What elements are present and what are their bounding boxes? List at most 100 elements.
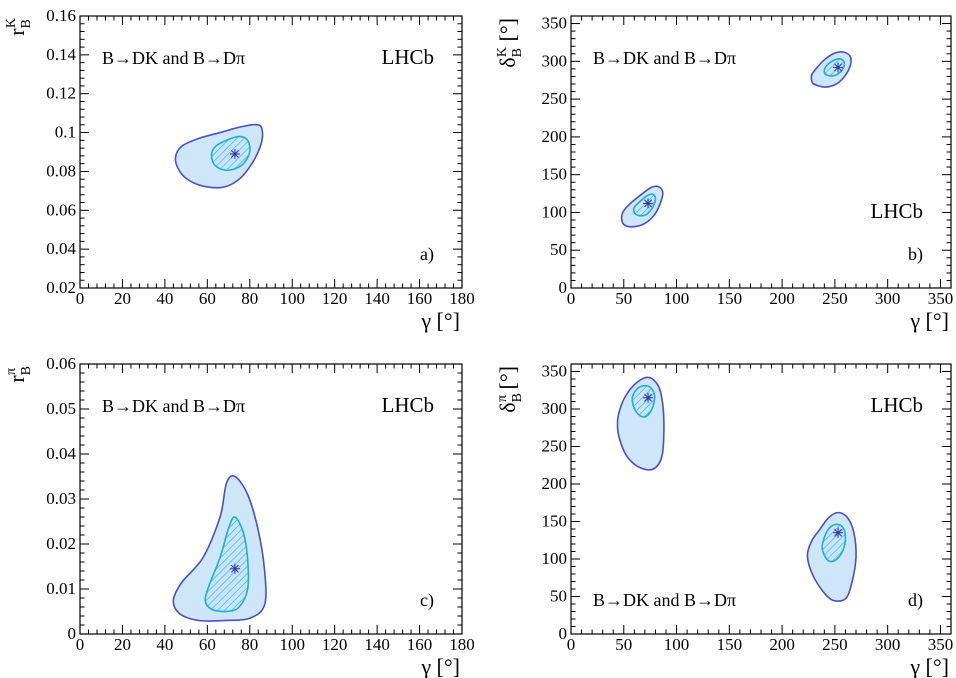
x-tick-label: 300 [875, 635, 901, 654]
x-tick-label: 180 [449, 635, 475, 654]
x-tick-label: 40 [156, 289, 173, 308]
y-tick-label: 350 [542, 14, 568, 33]
panel-c: 0 20 40 60 80 100 120 140 160 180 0 0.01 0.02 0.03 0.0… [4, 354, 475, 678]
y-tick-label: 150 [542, 512, 568, 531]
y-tick-label: 0.14 [46, 45, 76, 64]
x-tick-label: 120 [322, 289, 348, 308]
experiment-label: LHCb [382, 393, 435, 417]
x-tick-label: 120 [322, 635, 348, 654]
x-tick-label: 300 [875, 289, 901, 308]
x-axis-label: γ [°] [420, 308, 460, 333]
y-tick-label: 0.08 [46, 161, 76, 180]
y-tick-label: 0.02 [46, 278, 76, 297]
x-tick-label: 350 [928, 635, 954, 654]
y-tick-label: 0.06 [46, 200, 76, 219]
experiment-label: LHCb [382, 45, 435, 69]
x-tick-label: 140 [364, 289, 390, 308]
x-tick-label: 0 [567, 289, 576, 308]
x-axis-label: γ [°] [909, 308, 949, 333]
x-tick-label: 0 [76, 289, 85, 308]
x-axis-label: γ [°] [420, 654, 460, 678]
y-axis-label: rBπ [4, 366, 34, 383]
best-fit-marker [833, 62, 844, 73]
inner-contour [210, 135, 251, 172]
plot-frame [79, 15, 463, 289]
y-tick-label: 0.04 [46, 444, 76, 463]
ticks [79, 15, 463, 289]
x-tick-label: 200 [769, 289, 795, 308]
y-tick-label: 0.12 [46, 84, 76, 103]
y-tick-label: 0.05 [46, 399, 76, 418]
best-fit-marker [643, 392, 654, 403]
y-tick-label: 350 [542, 362, 568, 381]
best-fit-marker [643, 198, 654, 209]
y-tick-label: 300 [542, 51, 568, 70]
experiment-label: LHCb [871, 393, 924, 417]
y-tick-label: 0.04 [46, 239, 76, 258]
x-tick-label: 20 [114, 635, 131, 654]
x-tick-label: 60 [199, 289, 216, 308]
panel-b: 0 50 100 150 200 250 300 350 0 50 100 150 200 250 300 3… [495, 14, 953, 333]
x-tick-label: 100 [664, 635, 690, 654]
ticks [570, 16, 951, 289]
y-tick-label: 0 [559, 624, 568, 643]
y-tick-label: 0.03 [46, 489, 76, 508]
channel-annotation: B→DK and B→Dπ [593, 48, 736, 68]
x-tick-label: 160 [407, 289, 433, 308]
y-tick-label: 200 [542, 127, 568, 146]
x-tick-label: 250 [822, 635, 848, 654]
x-tick-label: 60 [199, 635, 216, 654]
y-tick-label: 0 [559, 278, 568, 297]
best-fit-marker [229, 563, 240, 574]
x-tick-label: 100 [279, 289, 305, 308]
x-tick-label: 0 [76, 635, 85, 654]
y-tick-label: 50 [550, 240, 567, 259]
y-tick-label: 150 [542, 165, 568, 184]
y-tick-label: 250 [542, 437, 568, 456]
y-tick-label: 250 [542, 89, 568, 108]
inner-contour [632, 193, 657, 217]
ticks [79, 363, 463, 635]
y-tick-label: 200 [542, 474, 568, 493]
x-tick-label: 150 [717, 289, 743, 308]
x-tick-label: 150 [717, 635, 743, 654]
x-tick-label: 40 [156, 635, 173, 654]
x-tick-label: 50 [615, 635, 632, 654]
panel-label: c) [420, 590, 434, 611]
channel-annotation: B→DK and B→Dπ [102, 48, 245, 68]
x-tick-label: 160 [407, 635, 433, 654]
x-tick-label: 20 [114, 289, 131, 308]
y-tick-label: 100 [542, 202, 568, 221]
experiment-label: LHCb [871, 199, 924, 223]
x-tick-label: 80 [241, 635, 258, 654]
channel-annotation: B→DK and B→Dπ [102, 396, 245, 416]
channel-annotation: B→DK and B→Dπ [593, 590, 736, 610]
y-tick-label: 100 [542, 549, 568, 568]
y-tick-label: 50 [550, 587, 567, 606]
x-tick-label: 200 [769, 635, 795, 654]
x-tick-label: 180 [449, 289, 475, 308]
best-fit-marker [833, 527, 844, 538]
y-axis-label: δBπ [°] [495, 366, 525, 413]
ticks [570, 364, 951, 635]
x-tick-label: 50 [615, 289, 632, 308]
inner-contour [204, 516, 250, 613]
panel-label: b) [908, 244, 923, 265]
x-tick-label: 100 [279, 635, 305, 654]
x-tick-label: 140 [364, 635, 390, 654]
x-axis-label: γ [°] [909, 654, 949, 678]
y-tick-label: 0.02 [46, 534, 76, 553]
y-tick-label: 0.06 [46, 354, 76, 373]
x-tick-label: 250 [822, 289, 848, 308]
x-tick-label: 0 [567, 635, 576, 654]
x-tick-label: 80 [241, 289, 258, 308]
panel-label: a) [420, 244, 434, 265]
y-tick-label: 0.16 [46, 6, 76, 25]
y-tick-label: 0.01 [46, 579, 76, 598]
panel-label: d) [908, 590, 923, 611]
y-axis-label: rBK [4, 18, 34, 36]
best-fit-marker [229, 148, 240, 159]
y-tick-label: 0.1 [55, 123, 76, 142]
x-tick-label: 350 [928, 289, 954, 308]
